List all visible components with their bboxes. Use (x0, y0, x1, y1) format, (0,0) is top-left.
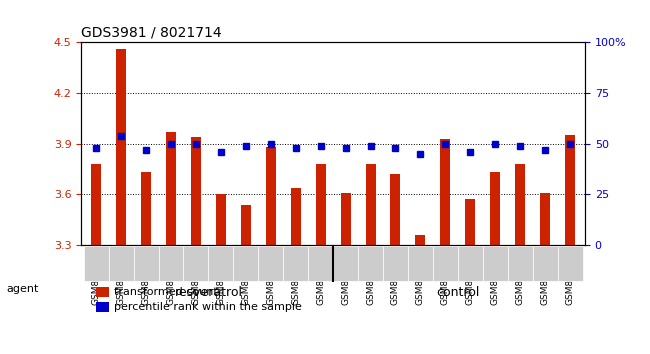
Bar (216, 194, 226, 354)
FancyBboxPatch shape (333, 283, 585, 301)
FancyBboxPatch shape (183, 246, 209, 281)
FancyBboxPatch shape (532, 246, 558, 281)
Bar (465, 200, 475, 354)
FancyBboxPatch shape (233, 246, 258, 281)
Bar (540, 193, 550, 354)
Text: GDS3981 / 8021714: GDS3981 / 8021714 (81, 26, 222, 40)
FancyBboxPatch shape (483, 246, 508, 281)
FancyBboxPatch shape (458, 246, 483, 281)
Bar (116, 49, 126, 354)
Text: percentile rank within the sample: percentile rank within the sample (114, 302, 302, 312)
FancyBboxPatch shape (333, 246, 358, 281)
Bar (91, 164, 101, 354)
FancyBboxPatch shape (109, 246, 134, 281)
FancyBboxPatch shape (383, 246, 408, 281)
Bar (565, 135, 575, 354)
FancyBboxPatch shape (308, 246, 333, 281)
FancyBboxPatch shape (81, 283, 333, 301)
Bar (490, 172, 501, 354)
Bar (241, 205, 251, 354)
FancyBboxPatch shape (159, 246, 183, 281)
Bar (515, 164, 525, 354)
Bar (191, 137, 201, 354)
Bar (266, 147, 276, 354)
Bar (141, 172, 151, 354)
FancyBboxPatch shape (283, 246, 308, 281)
Bar (166, 132, 176, 354)
FancyBboxPatch shape (258, 246, 283, 281)
FancyBboxPatch shape (84, 246, 109, 281)
FancyBboxPatch shape (408, 246, 433, 281)
Text: transformed count: transformed count (114, 287, 218, 297)
Bar (341, 193, 350, 354)
Bar (415, 235, 425, 354)
Bar (96, 302, 109, 312)
Text: agent: agent (6, 284, 39, 293)
Bar (291, 188, 301, 354)
FancyBboxPatch shape (508, 246, 532, 281)
FancyBboxPatch shape (134, 246, 159, 281)
FancyBboxPatch shape (358, 246, 383, 281)
Bar (96, 287, 109, 297)
Bar (365, 164, 376, 354)
Bar (440, 139, 450, 354)
FancyBboxPatch shape (433, 246, 458, 281)
Text: resveratrol: resveratrol (174, 286, 242, 298)
Text: control: control (436, 286, 480, 298)
FancyBboxPatch shape (558, 246, 582, 281)
Bar (316, 164, 326, 354)
FancyBboxPatch shape (209, 246, 233, 281)
Bar (391, 174, 400, 354)
